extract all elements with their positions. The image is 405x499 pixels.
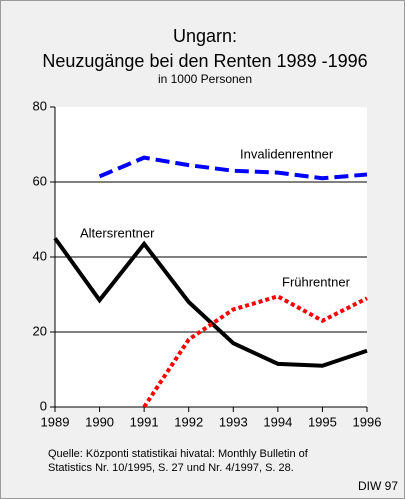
chart-subtitle: Neuzugänge bei den Renten 1989 -1996 xyxy=(42,51,367,71)
series-label: Frührentner xyxy=(282,274,351,289)
source-line: Quelle: Központi statistikai hivatal: Mo… xyxy=(48,448,309,460)
series-label: Invalidenrentner xyxy=(240,146,334,161)
series-label: Altersrentner xyxy=(80,225,155,240)
x-tick-label: 1992 xyxy=(174,414,203,429)
y-tick-label: 80 xyxy=(33,98,47,113)
y-tick-label: 20 xyxy=(33,323,47,338)
x-tick-label: 1989 xyxy=(41,414,70,429)
x-tick-label: 1994 xyxy=(263,414,292,429)
x-tick-label: 1993 xyxy=(219,414,248,429)
y-tick-label: 40 xyxy=(33,248,47,263)
chart-title: Ungarn: xyxy=(173,26,237,46)
x-tick-label: 1991 xyxy=(130,414,159,429)
series-line xyxy=(98,155,368,181)
source-line: Statistics Nr. 10/1995, S. 27 und Nr. 4/… xyxy=(48,462,294,474)
series-line xyxy=(142,294,368,409)
x-tick-label: 1996 xyxy=(353,414,382,429)
y-tick-label: 0 xyxy=(40,398,47,413)
x-tick-label: 1990 xyxy=(85,414,114,429)
credit: DIW 97 xyxy=(358,479,398,493)
unit-label: in 1000 Personen xyxy=(158,72,252,86)
x-tick-label: 1995 xyxy=(308,414,337,429)
y-tick-label: 60 xyxy=(33,173,47,188)
